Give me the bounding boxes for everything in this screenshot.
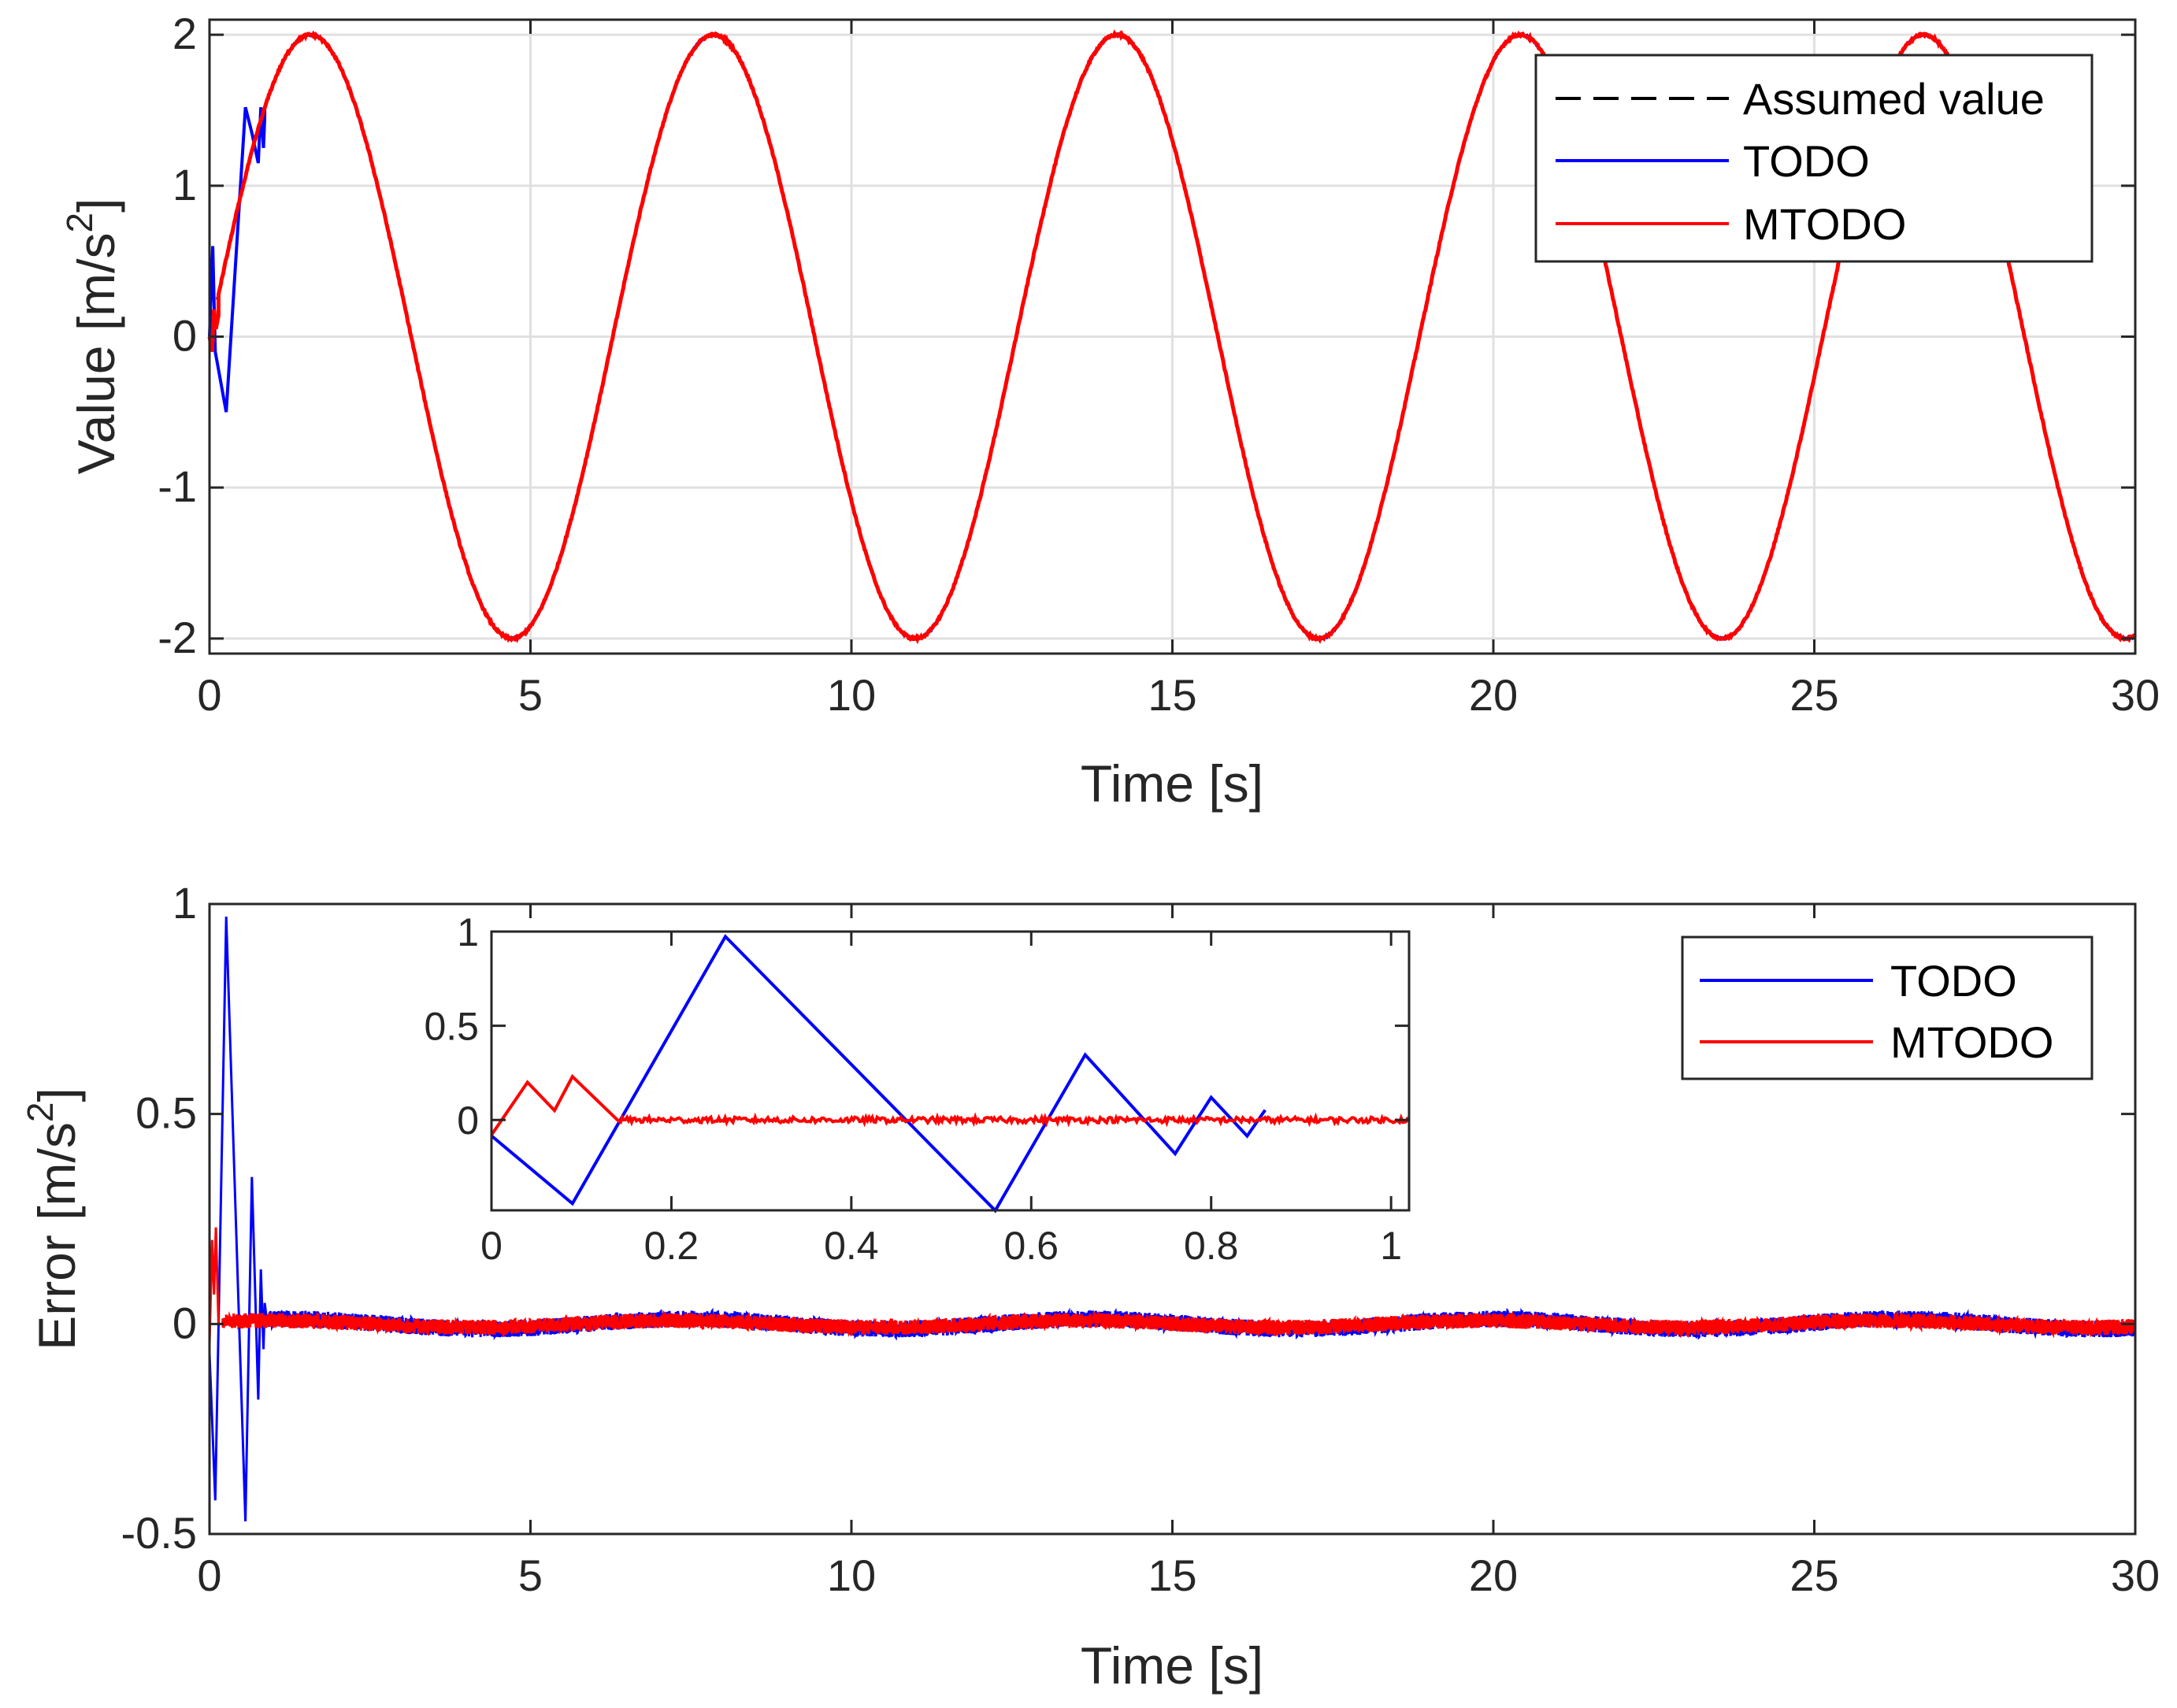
bottom-ytick-label: 1 xyxy=(172,878,197,928)
bottom-xtick-label: 5 xyxy=(518,1551,543,1600)
inset-ytick-label: 0 xyxy=(457,1099,479,1143)
top-xtick-label: 20 xyxy=(1469,670,1518,720)
bottom-legend-label-mtodo: MTODO xyxy=(1890,1017,2053,1067)
inset-xtick-label: 0.6 xyxy=(1004,1224,1059,1268)
top-ylabel-main: Value [m/s xyxy=(67,233,125,475)
bottom-xlabel: Time [s] xyxy=(1081,1636,1263,1695)
inset-xtick-label: 1 xyxy=(1380,1224,1402,1268)
inset-xtick-label: 0 xyxy=(480,1224,503,1268)
inset-series-mtodo xyxy=(490,1073,1410,1136)
top-ylabel-end: ] xyxy=(67,198,125,213)
inset-plot-area xyxy=(490,930,1411,1212)
bottom-axes: 0 5 10 15 20 25 30-0.500.51 Time [s] Error [m/… xyxy=(20,878,2160,1695)
top-xtick-label: 0 xyxy=(197,670,221,720)
legend-label-todo: TODO xyxy=(1743,136,1870,186)
top-series xyxy=(207,29,2137,645)
bottom-xtick-label: 15 xyxy=(1148,1551,1196,1600)
top-ylabel-sup: 2 xyxy=(59,213,100,233)
top-ytick-label: -2 xyxy=(158,613,197,662)
bottom-ytick-label: 0 xyxy=(172,1298,197,1347)
bottom-xtick-label: 25 xyxy=(1789,1551,1838,1600)
bottom-legend: TODO MTODO xyxy=(1681,936,2094,1080)
top-xlabel: Time [s] xyxy=(1081,754,1263,813)
top-xtick-label: 30 xyxy=(2111,670,2160,720)
top-ytick-label: -1 xyxy=(158,461,197,511)
inset-ytick-label: 0.5 xyxy=(424,1005,479,1049)
bottom-xtick-label: 0 xyxy=(197,1551,221,1600)
error-series-mtodo xyxy=(208,1227,2137,1346)
top-ylabel: Value [m/s2] xyxy=(59,198,125,475)
legend-label-assumed: Assumed value xyxy=(1743,74,2045,124)
bottom-ylabel-main: Error [m/s xyxy=(28,1122,86,1350)
series-mtodo xyxy=(207,29,2137,645)
bottom-xtick-label: 20 xyxy=(1469,1551,1518,1600)
bottom-ytick-label: 0.5 xyxy=(135,1088,197,1138)
bottom-xtick-label: 10 xyxy=(827,1551,876,1600)
top-legend-box xyxy=(1534,54,2094,263)
bottom-ylabel-sup: 2 xyxy=(20,1102,61,1123)
top-xtick-label: 10 xyxy=(827,670,876,720)
inset-xtick-label: 0.8 xyxy=(1184,1224,1239,1268)
inset-xtick-label: 0.4 xyxy=(824,1224,879,1268)
bottom-ylabel-end: ] xyxy=(28,1087,86,1102)
inset-xtick-label: 0.2 xyxy=(644,1224,699,1268)
legend-label-mtodo: MTODO xyxy=(1743,199,1906,249)
top-ticks: 0 5 10 15 20 25 30 -2 -1 0 1 2 xyxy=(158,9,2160,720)
inset-series-todo xyxy=(490,934,1267,1213)
bottom-ytick-label: -0.5 xyxy=(121,1508,198,1558)
top-ytick-label: 1 xyxy=(172,160,197,209)
top-xtick-label: 15 xyxy=(1148,670,1196,720)
bottom-ticks: 0 5 10 15 20 25 30-0.500.51 xyxy=(121,878,2160,1600)
inset-series xyxy=(490,934,1410,1213)
bottom-legend-label-todo: TODO xyxy=(1890,956,2017,1006)
bottom-series xyxy=(208,916,2137,1522)
inset-ticks: 0 0.2 0.4 0.6 0.8 1 0 0.5 1 xyxy=(424,910,1409,1268)
bottom-xtick-label: 30 xyxy=(2111,1551,2160,1600)
top-legend: Assumed value TODO MTODO xyxy=(1534,54,2094,263)
bottom-ylabel: Error [m/s2] xyxy=(20,1087,86,1350)
top-ytick-label: 2 xyxy=(172,9,197,58)
top-xtick-label: 5 xyxy=(518,670,543,720)
inset-axes-box xyxy=(490,930,1411,1212)
inset-ytick-label: 1 xyxy=(457,910,479,954)
top-xtick-label: 25 xyxy=(1789,670,1838,720)
top-ytick-label: 0 xyxy=(172,311,197,361)
inset-axes: 0 0.2 0.4 0.6 0.8 1 0 0.5 1 xyxy=(424,910,1411,1268)
bottom-legend-box xyxy=(1681,936,2094,1080)
